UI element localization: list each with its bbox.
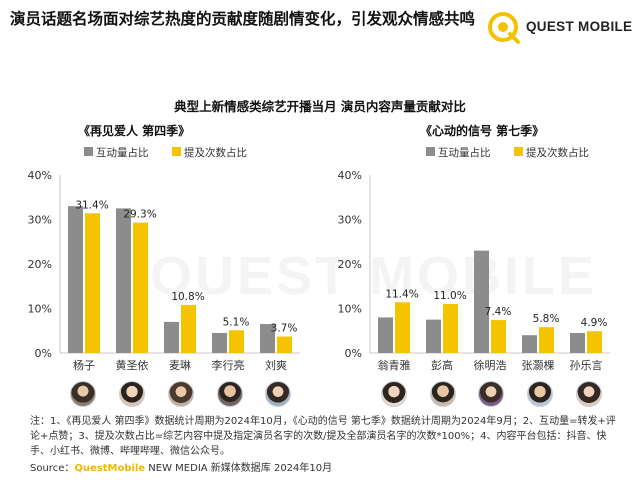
avatar-huangshengyi (119, 381, 145, 407)
x-tick-label: 麦琳 (169, 358, 191, 372)
data-label: 31.4% (75, 199, 108, 211)
avatar-penggao (430, 381, 456, 407)
bar (85, 213, 100, 353)
data-label: 11.4% (385, 288, 418, 300)
y-tick-label: 30% (338, 214, 362, 227)
avatar-sunleyan (576, 381, 602, 407)
y-tick-label: 40% (28, 169, 52, 182)
bar (378, 317, 393, 353)
bar (474, 250, 489, 353)
bar (395, 302, 410, 353)
x-tick-label: 杨子 (73, 358, 95, 372)
legend-swatch (426, 147, 435, 156)
bar (587, 331, 602, 353)
data-label: 29.3% (123, 209, 156, 221)
x-tick-label: 李行亮 (212, 358, 245, 372)
bar (181, 304, 196, 353)
source-line: Source：QuestMobile NEW MEDIA 新媒体数据库 2024… (30, 459, 332, 474)
data-label: 3.7% (271, 323, 298, 335)
bar (212, 332, 227, 353)
bar (229, 330, 244, 353)
chart-title: 《心动的信号 第七季》 (420, 123, 544, 138)
x-tick-label: 黄圣依 (116, 358, 149, 372)
data-label: 5.1% (223, 316, 250, 328)
chart-title: 《再见爱人 第四季》 (78, 123, 190, 138)
bar (443, 304, 458, 353)
y-tick-label: 10% (338, 303, 362, 316)
legend-label: 互动量占比 (96, 146, 149, 159)
y-tick-label: 20% (28, 258, 52, 271)
data-label: 5.8% (533, 313, 560, 325)
bar (68, 206, 83, 353)
legend-label: 互动量占比 (438, 146, 491, 159)
x-tick-label: 徐明浩 (474, 358, 507, 372)
avatar-yangzi (70, 381, 96, 407)
x-tick-label: 彭高 (431, 358, 453, 372)
bar (133, 222, 148, 353)
avatar-mailin (168, 381, 194, 407)
y-tick-label: 20% (338, 258, 362, 271)
bar (539, 327, 554, 353)
x-tick-label: 孙乐言 (570, 359, 603, 372)
x-tick-label: 刘爽 (265, 359, 287, 372)
section-title: 典型上新情感类综艺开播当月 演员内容声量贡献对比 (174, 99, 466, 114)
avatar-wengqingya (381, 381, 407, 407)
x-tick-label: 张灏棵 (522, 358, 555, 372)
y-tick-label: 0% (35, 347, 52, 360)
bar (116, 208, 131, 353)
source-brand: QuestMobile (74, 463, 146, 474)
legend-swatch (84, 147, 93, 156)
logo-mark-icon (488, 12, 520, 44)
y-tick-label: 40% (338, 169, 362, 182)
y-tick-label: 30% (28, 214, 52, 227)
bar (570, 332, 585, 353)
headline: 演员话题名场面对综艺热度的贡献度随剧情变化，引发观众情感共鸣 (10, 10, 476, 28)
data-label: 11.0% (433, 290, 466, 302)
avatar-liushuang (265, 381, 291, 407)
data-label: 10.8% (171, 291, 204, 303)
y-tick-label: 10% (28, 303, 52, 316)
data-label: 4.9% (581, 317, 608, 329)
questmobile-logo: QUEST MOBILE (486, 10, 636, 46)
avatar-xumingluo (478, 381, 504, 407)
data-label: 7.4% (485, 306, 512, 318)
bar (522, 335, 537, 353)
bar (491, 320, 506, 353)
y-tick-label: 0% (345, 347, 362, 360)
bar (164, 321, 179, 353)
legend-label: 提及次数占比 (184, 146, 247, 159)
bar (277, 336, 292, 353)
avatar-zhanghaoke (527, 381, 553, 407)
source-label: Source： (30, 463, 75, 474)
bar (260, 324, 275, 353)
avatar-lixingliang (217, 381, 243, 407)
x-tick-label: 翁青雅 (378, 358, 411, 372)
legend-label: 提及次数占比 (526, 146, 589, 159)
logo-text: QUEST MOBILE (526, 19, 633, 34)
legend-swatch (514, 147, 523, 156)
footnote: 注：1、《再见爱人 第四季》数据统计周期为2024年10月，《心动的信号 第七季… (30, 416, 616, 457)
legend-swatch (172, 147, 181, 156)
source-rest: NEW MEDIA 新媒体数据库 2024年10月 (145, 463, 333, 474)
bar (426, 319, 441, 353)
